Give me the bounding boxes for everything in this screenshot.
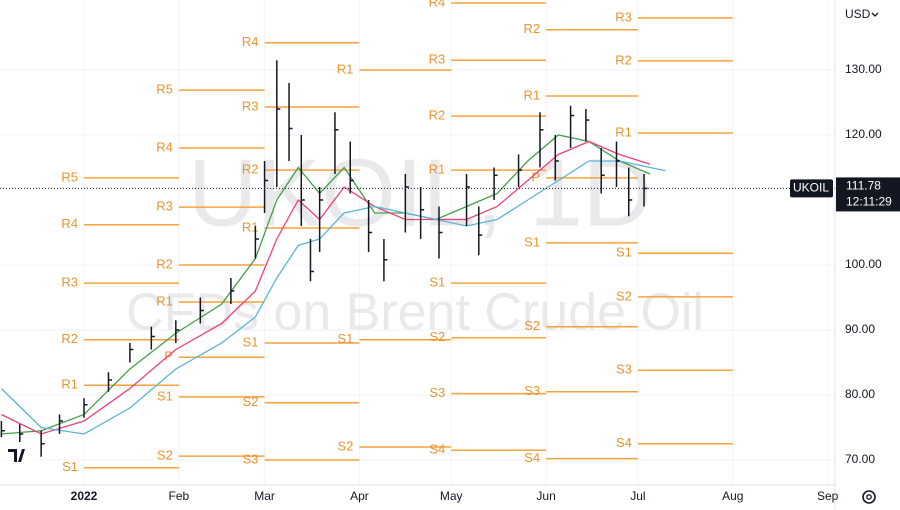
pivot-label: R1 bbox=[615, 124, 632, 139]
y-tick-label: 80.00 bbox=[845, 387, 875, 401]
pivot-label: R3 bbox=[242, 98, 259, 113]
gear[interactable] bbox=[862, 490, 876, 504]
pivot-label: R2 bbox=[429, 108, 446, 123]
pivot-label: S1 bbox=[243, 334, 259, 349]
watermark: UKOIL, 1D CFDs on Brent Crude Oil bbox=[126, 139, 704, 341]
moving-average bbox=[1, 140, 651, 435]
pivot-label: S1 bbox=[616, 245, 632, 260]
pivot-label: S1 bbox=[524, 234, 540, 249]
pivot-label: S1 bbox=[157, 388, 173, 403]
countdown: 12:11:29 bbox=[846, 195, 892, 209]
price-tag bbox=[836, 177, 900, 212]
pivot-label: P bbox=[531, 169, 540, 184]
gear-hub bbox=[866, 494, 872, 500]
tv-logo bbox=[4, 442, 34, 468]
pivot-label: R3 bbox=[61, 275, 78, 290]
plot-area: R5 R4 R3 R2 R1 S1 R5 R4 R3 R2 R1 P S1 S2 R4 R3 R2 R1 S1 S2 S… bbox=[0, 0, 835, 474]
currency[interactable]: USD bbox=[845, 7, 871, 21]
pivot-label: R1 bbox=[156, 293, 173, 308]
pivot-label: R2 bbox=[523, 21, 540, 36]
x-tick-label: Aug bbox=[722, 489, 743, 503]
pivot-label: R1 bbox=[242, 219, 259, 234]
pivot-label: S1 bbox=[429, 275, 445, 290]
pivot-label: S2 bbox=[157, 448, 173, 463]
logo-bg bbox=[4, 442, 34, 468]
y-tick-label: 120.00 bbox=[845, 127, 882, 141]
pivot-label: R1 bbox=[61, 377, 78, 392]
pivot-label: S2 bbox=[524, 318, 540, 333]
pivot-label: R3 bbox=[615, 9, 632, 24]
pivot-label: R2 bbox=[61, 331, 78, 346]
pivot-label: S4 bbox=[524, 450, 540, 465]
pivot-label: R2 bbox=[156, 256, 173, 271]
y-tick-label: 90.00 bbox=[845, 322, 875, 336]
x-tick-label: Sep bbox=[817, 489, 839, 503]
pivot-label: S1 bbox=[62, 459, 78, 474]
pivot-label: S4 bbox=[429, 442, 445, 457]
logo-shape bbox=[8, 449, 25, 462]
pivot-label: R2 bbox=[615, 52, 632, 67]
symbol-tag bbox=[790, 179, 833, 198]
pivot-label: R3 bbox=[156, 199, 173, 214]
pivot-label: R1 bbox=[523, 87, 540, 102]
last-price: 111.78 bbox=[846, 179, 881, 193]
watermark-subtitle: CFDs on Brent Crude Oil bbox=[126, 284, 704, 342]
pivot-label: R4 bbox=[429, 0, 446, 9]
pivot-label: S3 bbox=[243, 451, 259, 466]
pivot-label: R3 bbox=[429, 52, 446, 67]
currency-menu[interactable]: USD bbox=[845, 7, 879, 21]
x-tick-label: Mar bbox=[254, 489, 275, 503]
pivot-label: R5 bbox=[61, 169, 78, 184]
x-tick-label: Apr bbox=[350, 489, 369, 503]
pivot-label: S4 bbox=[616, 435, 632, 450]
y-tick-label: 70.00 bbox=[845, 452, 875, 466]
pivot-label: R4 bbox=[156, 139, 173, 154]
pivot-label: S3 bbox=[616, 362, 632, 377]
symbol-label: UKOIL bbox=[793, 181, 829, 195]
x-tick-label: Jul bbox=[630, 489, 645, 503]
x-tick-label: Jun bbox=[536, 489, 555, 503]
pivot-label: R4 bbox=[61, 216, 78, 231]
y-tick-label: 100.00 bbox=[845, 257, 882, 271]
x-tick-label: 2022 bbox=[71, 489, 98, 503]
moving-average bbox=[1, 134, 651, 435]
pivot-label: R5 bbox=[156, 82, 173, 97]
x-tick-label: May bbox=[440, 489, 463, 503]
pivot-label: S1 bbox=[338, 331, 354, 346]
pivot-label: R2 bbox=[242, 162, 259, 177]
pivot-label: S3 bbox=[429, 385, 445, 400]
pivot-label: R1 bbox=[429, 162, 446, 177]
settings[interactable] bbox=[862, 490, 876, 504]
x-tick-label: Feb bbox=[169, 489, 190, 503]
pivot-label: R4 bbox=[242, 34, 259, 49]
pivot-label: S2 bbox=[338, 438, 354, 453]
chevron bbox=[871, 12, 879, 17]
pivot-label: S2 bbox=[429, 329, 445, 344]
pivot-label: S2 bbox=[616, 288, 632, 303]
y-tick-label: 130.00 bbox=[845, 62, 882, 76]
pivot-label: S3 bbox=[524, 383, 540, 398]
pivot-label: S2 bbox=[243, 394, 259, 409]
pivot-label: R1 bbox=[337, 61, 354, 76]
moving-average bbox=[0, 160, 666, 435]
